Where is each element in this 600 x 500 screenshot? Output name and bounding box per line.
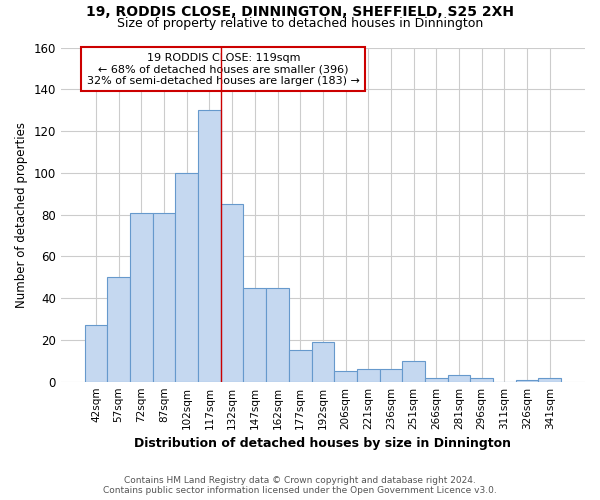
Bar [107,277,130,382]
Bar [311,342,334,382]
Bar [244,288,266,382]
Bar [198,110,221,382]
Text: 19 RODDIS CLOSE: 119sqm
← 68% of detached houses are smaller (396)
32% of semi-d: 19 RODDIS CLOSE: 119sqm ← 68% of detache… [87,52,360,86]
Bar [152,212,175,382]
Text: 19, RODDIS CLOSE, DINNINGTON, SHEFFIELD, S25 2XH: 19, RODDIS CLOSE, DINNINGTON, SHEFFIELD,… [86,5,514,19]
Bar [175,173,198,382]
Bar [357,369,380,382]
Bar [448,376,470,382]
Bar [516,380,538,382]
Y-axis label: Number of detached properties: Number of detached properties [15,122,28,308]
Bar [266,288,289,382]
Bar [380,369,403,382]
Bar [403,361,425,382]
Bar [221,204,244,382]
Bar [85,326,107,382]
Bar [334,371,357,382]
Text: Contains HM Land Registry data © Crown copyright and database right 2024.
Contai: Contains HM Land Registry data © Crown c… [103,476,497,495]
Bar [289,350,311,382]
Bar [130,212,152,382]
Bar [470,378,493,382]
Text: Size of property relative to detached houses in Dinnington: Size of property relative to detached ho… [117,18,483,30]
X-axis label: Distribution of detached houses by size in Dinnington: Distribution of detached houses by size … [134,437,511,450]
Bar [538,378,561,382]
Bar [425,378,448,382]
